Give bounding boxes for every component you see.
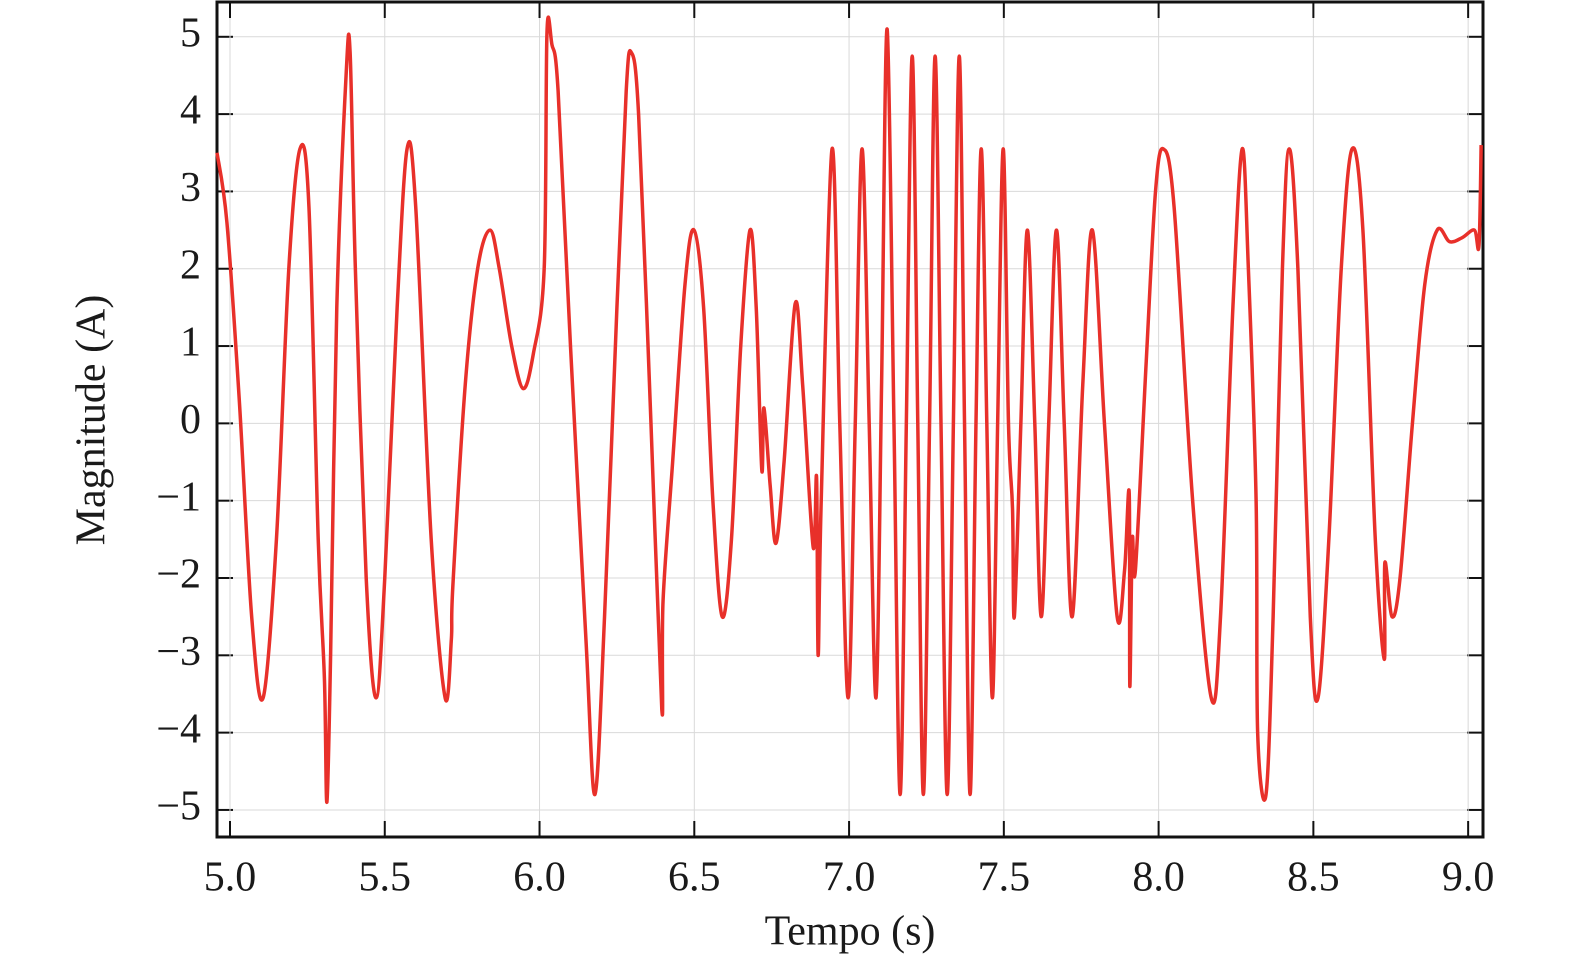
y-tick-label: −4 (156, 706, 201, 752)
y-tick-label: −3 (156, 629, 201, 675)
plot-frame (215, 0, 1485, 839)
y-tick-label: 2 (180, 242, 201, 288)
x-tick-label: 6.0 (513, 855, 566, 901)
x-tick-label: 8.5 (1287, 855, 1340, 901)
x-tick-label: 9.0 (1442, 855, 1495, 901)
y-tick-label: −5 (156, 784, 201, 830)
y-tick-label: 4 (180, 88, 201, 134)
x-tick-label: 5.5 (359, 855, 412, 901)
y-tick-label: 0 (180, 397, 201, 443)
x-tick-label: 8.0 (1132, 855, 1185, 901)
y-axis-label: Magnitude (A) (69, 295, 115, 546)
signal-line (215, 15, 1483, 804)
y-tick-label: −2 (156, 552, 201, 598)
x-axis-label: Tempo (s) (765, 909, 936, 955)
x-tick-label: 7.5 (978, 855, 1031, 901)
y-tick-label: −1 (156, 474, 201, 520)
x-tick-label: 5.0 (204, 855, 257, 901)
y-tick-label: 5 (180, 10, 201, 56)
y-tick-label: 1 (180, 320, 201, 366)
x-tick-label: 7.0 (823, 855, 876, 901)
y-tick-label: 3 (180, 165, 201, 211)
x-tick-label: 6.5 (668, 855, 721, 901)
